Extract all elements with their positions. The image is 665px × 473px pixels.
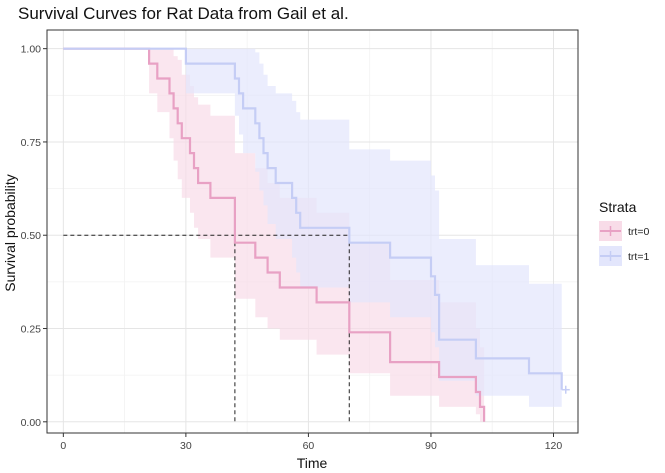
- legend-title: Strata: [599, 199, 637, 215]
- y-axis-ticks: 0.00 0.25 0.50 0.75 1.00: [21, 44, 47, 429]
- legend-items: trt=0 trt=1: [599, 221, 649, 266]
- x-tick-label: 30: [180, 440, 192, 452]
- legend-label-trt=0: trt=0: [628, 226, 649, 238]
- plot-area: [46, 29, 579, 434]
- panel-border: [46, 29, 579, 434]
- y-tick-label: 0.00: [21, 417, 42, 429]
- censor-marks: [561, 385, 570, 394]
- x-tick-label: 90: [425, 440, 437, 452]
- x-tick-label: 0: [60, 440, 66, 452]
- survival-curve-trt=0: [63, 47, 486, 422]
- x-axis-title: Time: [297, 455, 328, 471]
- chart-title: Survival Curves for Rat Data from Gail e…: [18, 4, 349, 23]
- x-axis-ticks: 0 30 60 90 120: [60, 433, 562, 452]
- y-tick-label: 0.50: [21, 230, 42, 242]
- x-tick-label: 60: [303, 440, 315, 452]
- survival-curve-trt=1: [63, 47, 563, 390]
- y-tick-label: 1.00: [21, 44, 42, 56]
- legend: Strata trt=0 trt=1: [599, 199, 649, 266]
- y-tick-label: 0.25: [21, 324, 42, 336]
- legend-label-trt=1: trt=1: [628, 251, 649, 263]
- x-tick-label: 120: [545, 440, 563, 452]
- survival-curves: [63, 47, 563, 422]
- y-tick-label: 0.75: [21, 137, 42, 149]
- y-axis-title: Survival probability: [2, 174, 18, 292]
